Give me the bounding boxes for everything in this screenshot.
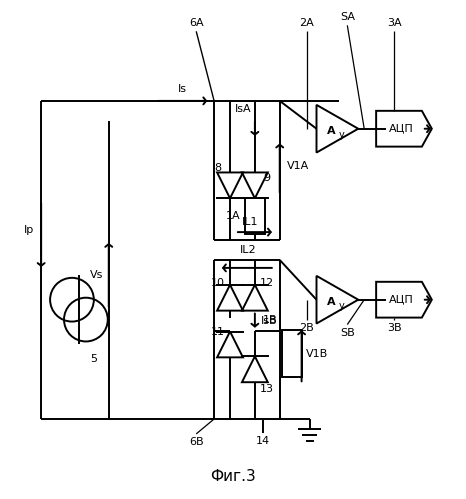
Text: IsB: IsB xyxy=(260,315,277,325)
Text: SB: SB xyxy=(340,327,355,337)
Text: 13: 13 xyxy=(260,384,274,394)
Text: IL1: IL1 xyxy=(242,217,258,227)
Text: 6A: 6A xyxy=(189,18,204,28)
Text: у: у xyxy=(338,130,344,140)
Bar xyxy=(282,329,302,377)
Text: 5: 5 xyxy=(90,354,97,364)
Text: 2B: 2B xyxy=(299,322,314,332)
Text: 2A: 2A xyxy=(299,18,314,28)
Text: 1A: 1A xyxy=(226,211,240,221)
Text: IL2: IL2 xyxy=(240,245,256,255)
Text: Is: Is xyxy=(178,84,187,94)
Text: 11: 11 xyxy=(211,326,225,336)
Text: АЦП: АЦП xyxy=(389,124,414,134)
Text: Фиг.3: Фиг.3 xyxy=(210,469,256,484)
Text: 14: 14 xyxy=(256,436,270,446)
Text: 3A: 3A xyxy=(387,18,401,28)
Text: АЦП: АЦП xyxy=(389,295,414,305)
Text: Vs: Vs xyxy=(90,270,103,280)
Text: А: А xyxy=(327,297,336,307)
Bar xyxy=(245,198,265,234)
Text: V1B: V1B xyxy=(306,349,329,359)
Text: у: у xyxy=(338,301,344,311)
Text: 10: 10 xyxy=(211,278,225,288)
Text: 8: 8 xyxy=(214,164,222,174)
Text: 1B: 1B xyxy=(262,314,277,324)
Text: 3B: 3B xyxy=(387,322,401,332)
Text: А: А xyxy=(327,126,336,136)
Text: 6B: 6B xyxy=(189,437,204,447)
Text: IsA: IsA xyxy=(234,104,251,114)
Text: 12: 12 xyxy=(260,278,274,288)
Text: SA: SA xyxy=(340,12,355,22)
Text: Ip: Ip xyxy=(24,225,34,235)
Text: 9: 9 xyxy=(263,174,270,184)
Text: V1A: V1A xyxy=(287,161,309,171)
